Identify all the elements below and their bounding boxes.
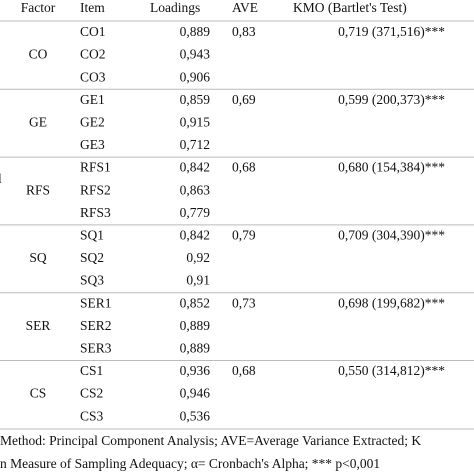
loading: 0,92	[186, 250, 210, 265]
ave: 0,79	[232, 227, 256, 242]
loading: 0,779	[180, 205, 211, 220]
loading: 0,915	[180, 114, 211, 129]
factor: RFS	[26, 182, 50, 197]
item: CS2	[80, 386, 103, 401]
ave: 0,68	[232, 160, 256, 175]
kmo: 0,719 (371,516)***	[338, 24, 445, 39]
loading: 0,863	[180, 182, 211, 197]
factor: SQ	[29, 250, 47, 265]
kmo: 0,698 (199,682)***	[338, 295, 445, 310]
item: CS3	[80, 408, 104, 423]
footer-line: n Measure of Sampling Adequacy; α= Cronb…	[0, 456, 380, 471]
item: SER3	[80, 340, 112, 355]
footer-line: Method: Principal Component Analysis; AV…	[0, 433, 421, 448]
item: CO3	[80, 69, 106, 84]
cropped-fragment: l	[0, 171, 2, 186]
item: CO2	[80, 47, 106, 62]
ave: 0,68	[232, 363, 256, 378]
loading: 0,889	[180, 340, 211, 355]
header-item: Item	[80, 0, 105, 15]
factor: SER	[26, 318, 51, 333]
loading: 0,859	[180, 92, 211, 107]
loading: 0,889	[180, 318, 211, 333]
item: RFS3	[80, 205, 111, 220]
kmo: 0,709 (304,390)***	[338, 227, 445, 242]
header-ave: AVE	[232, 0, 258, 15]
header-loadings: Loadings	[150, 0, 200, 15]
loading: 0,943	[180, 47, 211, 62]
item: SQ1	[80, 227, 104, 242]
loading: 0,852	[180, 295, 210, 310]
kmo: 0,550 (314,812)***	[338, 363, 445, 378]
item: RFS2	[80, 182, 111, 197]
loading: 0,712	[180, 137, 210, 152]
item: CS1	[80, 363, 103, 378]
loading: 0,842	[180, 160, 210, 175]
ave: 0,69	[232, 92, 256, 107]
loading: 0,906	[180, 69, 211, 84]
item: SER1	[80, 295, 112, 310]
factor: CO	[29, 47, 48, 62]
item: GE3	[80, 137, 105, 152]
item: GE2	[80, 114, 105, 129]
item: GE1	[80, 92, 105, 107]
item: SER2	[80, 318, 112, 333]
item: SQ2	[80, 250, 104, 265]
header-kmo: KMO (Bartlet's Test)	[293, 0, 407, 15]
loading: 0,936	[180, 363, 211, 378]
factor: GE	[29, 114, 47, 129]
item: CO1	[80, 24, 106, 39]
loading: 0,842	[180, 227, 210, 242]
loading: 0,946	[180, 386, 211, 401]
loading: 0,889	[180, 24, 211, 39]
item: RFS1	[80, 160, 111, 175]
header-factor: Factor	[21, 0, 56, 15]
ave: 0,83	[232, 24, 256, 39]
factor: CS	[30, 386, 47, 401]
kmo: 0,680 (154,384)***	[338, 160, 445, 175]
kmo: 0,599 (200,373)***	[338, 92, 445, 107]
item: SQ3	[80, 273, 104, 288]
loading: 0,91	[186, 273, 210, 288]
ave: 0,73	[232, 295, 256, 310]
loading: 0,536	[180, 408, 211, 423]
